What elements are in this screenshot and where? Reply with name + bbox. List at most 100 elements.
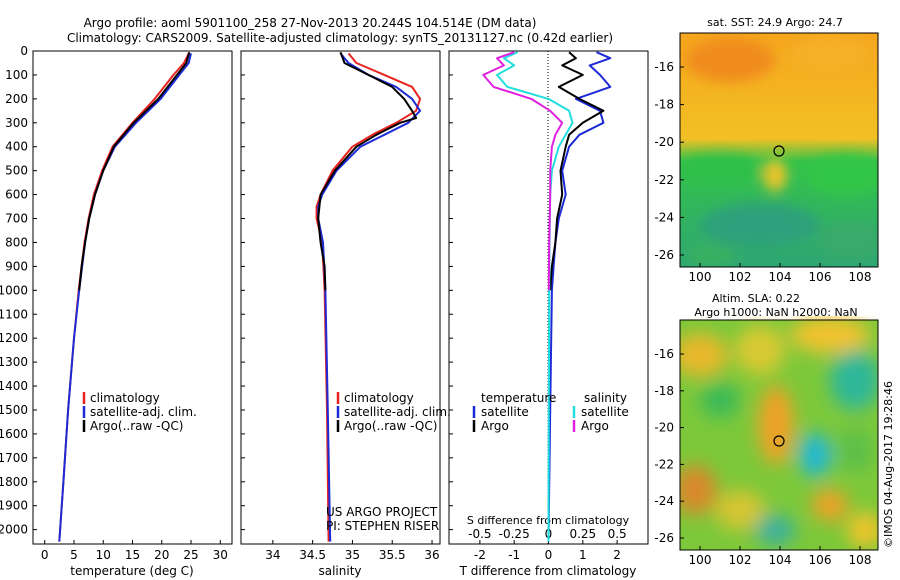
salinity-legend: climatology satellite-adj. clim. Argo(..… (336, 391, 451, 433)
x-tick-label: 36 (424, 548, 439, 562)
depth-tick-label: 800 (5, 235, 28, 249)
map-x-tick-label: 102 (729, 270, 752, 284)
x-tick-label: 34.5 (299, 548, 326, 562)
depth-tick-label: 900 (5, 259, 28, 273)
x-tick-label: 0 (545, 548, 553, 562)
x-top-tick-label: -0.25 (499, 527, 530, 541)
x-tick-label: 15 (125, 548, 140, 562)
map-x-tick-label: 108 (849, 270, 872, 284)
depth-tick-label: 0 (20, 44, 28, 58)
map-y-tick-label: -26 (654, 248, 674, 262)
salinity-series (315, 51, 422, 542)
depth-tick-label: 1600 (0, 427, 28, 441)
legend-heading-salinity: salinity (584, 391, 627, 405)
t-difference-axis-label: T difference from climatology (459, 564, 637, 578)
depth-tick-label: 1400 (0, 379, 28, 393)
x-tick-label: 5 (70, 548, 78, 562)
project-note-line-1: US ARGO PROJECT (326, 505, 438, 519)
depth-tick-label: 700 (5, 212, 28, 226)
depth-tick-label: 1100 (0, 307, 28, 321)
x-tick-label: 30 (213, 548, 228, 562)
depth-tick-label: 1000 (0, 283, 28, 297)
sst-map-axes: -16 -18 -20 -22 -24 -26 100 102 104 106 108 (654, 60, 871, 284)
map-y-tick-label: -16 (654, 347, 674, 361)
sst-map-frame (679, 32, 879, 268)
difference-x-axis: -2 -1 0 1 2 (474, 540, 621, 562)
argo-position-marker (773, 145, 785, 157)
x-tick-label: 34 (265, 548, 280, 562)
depth-tick-label: 100 (5, 68, 28, 82)
map-x-tick-label: 104 (769, 553, 792, 567)
title-line-1: Argo profile: aoml 5901100_258 27-Nov-20… (84, 16, 537, 30)
series-line (78, 51, 191, 291)
depth-tick-label: 1800 (0, 475, 28, 489)
map-y-tick-label: -26 (654, 531, 674, 545)
map-y-tick-label: -20 (654, 135, 674, 149)
legend-item: climatology (90, 391, 160, 405)
x-tick-label: 2 (613, 548, 621, 562)
map-y-tick-label: -22 (654, 173, 674, 187)
legend-item: satellite (581, 405, 629, 419)
legend-item: satellite-adj. clim. (90, 405, 197, 419)
legend-heading-temperature: temperature (481, 391, 556, 405)
sla-map-title-2: Argo h1000: NaN h2000: NaN (694, 306, 857, 319)
map-x-tick-label: 106 (809, 553, 832, 567)
timestamp-credit: ©IMOS 04-Aug-2017 19:28:46 (882, 381, 895, 548)
map-x-tick-label: 108 (849, 553, 872, 567)
series-line (317, 52, 422, 542)
argo-position-marker (773, 435, 785, 447)
series-line (549, 51, 605, 291)
x-tick-label: 1 (579, 548, 587, 562)
depth-axis: 0 100 200 300 400 500 600 700 800 900 1000 1100 1200… (0, 44, 453, 537)
depth-tick-label: 1300 (0, 355, 28, 369)
legend-item: climatology (344, 391, 414, 405)
depth-tick-label: 200 (5, 92, 28, 106)
map-y-tick-label: -24 (654, 494, 674, 508)
legend-item: satellite (481, 405, 529, 419)
legend-item: Argo(..raw -QC) (90, 419, 183, 433)
temperature-x-axis: 0 5 10 15 20 25 30 (41, 540, 228, 562)
sla-map-frame (679, 319, 879, 551)
series-line (58, 53, 192, 542)
map-y-tick-label: -16 (654, 60, 674, 74)
depth-tick-label: 400 (5, 140, 28, 154)
salinity-x-axis: 34 34.5 35 35.5 36 (265, 540, 440, 562)
depth-tick-label: 1200 (0, 331, 28, 345)
legend-item: Argo (481, 419, 509, 433)
title-line-2: Climatology: CARS2009. Satellite-adjuste… (67, 31, 613, 45)
sla-map-title-1: Altim. SLA: 0.22 (712, 292, 800, 305)
x-tick-label: -2 (474, 548, 486, 562)
x-top-tick-label: 0.25 (569, 527, 596, 541)
temperature-axis-label: temperature (deg C) (70, 564, 193, 578)
depth-tick-label: 1500 (0, 403, 28, 417)
series-line (547, 51, 612, 542)
sst-map (680, 33, 878, 267)
map-x-tick-label: 100 (689, 270, 712, 284)
salinity-panel-frame (240, 50, 441, 545)
depth-tick-label: 600 (5, 188, 28, 202)
map-y-tick-label: -18 (654, 98, 674, 112)
map-y-tick-label: -24 (654, 210, 674, 224)
map-x-tick-label: 100 (689, 553, 712, 567)
x-top-tick-label: -0.5 (468, 527, 491, 541)
series-line (315, 52, 422, 542)
salinity-axis-label: salinity (318, 564, 361, 578)
x-tick-label: 25 (183, 548, 198, 562)
difference-series (482, 51, 612, 542)
map-y-tick-label: -22 (654, 457, 674, 471)
series-line (482, 51, 564, 291)
sla-map (680, 317, 878, 550)
depth-tick-label: 1900 (0, 499, 28, 513)
x-tick-label: 10 (96, 548, 111, 562)
legend-item: Argo(..raw -QC) (344, 419, 437, 433)
x-tick-label: 20 (154, 548, 169, 562)
x-tick-label: -1 (508, 548, 520, 562)
map-y-tick-label: -18 (654, 384, 674, 398)
legend-item: satellite-adj. clim. (344, 405, 451, 419)
legend-item: Argo (581, 419, 609, 433)
depth-tick-label: 1700 (0, 451, 28, 465)
map-y-tick-label: -20 (654, 421, 674, 435)
map-x-tick-label: 104 (769, 270, 792, 284)
difference-legend: temperature salinity satellite Argo sate… (472, 391, 629, 433)
